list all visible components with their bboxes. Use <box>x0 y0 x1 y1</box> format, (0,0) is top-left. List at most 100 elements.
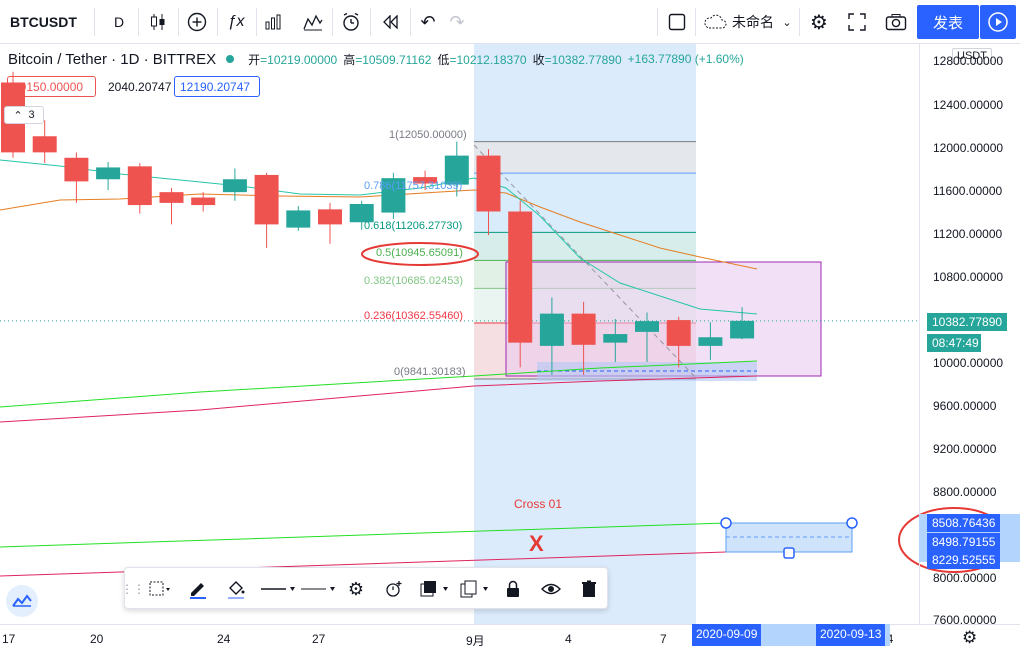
time-tick: 24 <box>217 632 231 646</box>
candle <box>508 211 533 343</box>
price-tick: 12400.00000 <box>933 98 1004 112</box>
candle <box>381 178 406 213</box>
candle <box>127 166 152 206</box>
cloud-icon <box>702 0 728 44</box>
candle <box>413 177 438 184</box>
currency-badge[interactable]: USDT <box>952 48 992 64</box>
top-toolbar: BTCUSDT D ƒx ↶ ↷ <box>0 0 1020 44</box>
fib-label: 1(12050.00000) <box>389 129 467 141</box>
toolbar-divider <box>370 8 371 36</box>
chevron-down-icon[interactable]: ⌄ <box>782 16 792 29</box>
price-tick: 8000.00000 <box>933 571 997 585</box>
fullscreen-icon[interactable] <box>842 0 872 44</box>
date-tag: 2020-09-13 <box>816 624 886 646</box>
time-axis[interactable] <box>0 624 1020 658</box>
fib-label: 0.786(11757.31039) <box>364 180 463 192</box>
indicators-icon[interactable]: ƒx <box>227 13 245 30</box>
drag-handle-icon <box>783 547 795 559</box>
replay-icon[interactable] <box>376 0 406 44</box>
axis-settings-icon[interactable]: ⚙ <box>962 628 978 647</box>
time-tick: 17 <box>2 632 16 646</box>
fib-label: 0.618(11206.27730) <box>364 220 463 232</box>
price-axis[interactable] <box>919 44 1020 624</box>
fib-zone <box>474 141 696 174</box>
price-range-box <box>537 362 757 381</box>
candle <box>64 157 89 182</box>
drawing-toolbar: ⋮⋮ ⚙ <box>121 567 608 610</box>
price-tick: 10800.00000 <box>933 270 1004 284</box>
camera-icon[interactable] <box>880 0 912 44</box>
candle <box>222 179 247 193</box>
toolbar-divider <box>138 8 139 36</box>
undo-icon[interactable]: ↶ <box>420 11 436 32</box>
alert-clock-icon[interactable] <box>336 0 366 44</box>
time-tick: 4 <box>565 632 572 646</box>
drag-handle-icon[interactable]: ⋮⋮ <box>121 582 145 596</box>
price-tick: 9200.00000 <box>933 442 997 456</box>
last-price-tag: 10382.77890 <box>927 313 1008 331</box>
fib-label: 0.236(10362.55460) <box>364 310 464 322</box>
templates-icon[interactable] <box>298 0 328 44</box>
chevron-up-icon: ⌃ <box>13 109 23 122</box>
lock-icon[interactable] <box>498 568 528 610</box>
countdown-tag: 08:47:49 <box>927 334 981 352</box>
collapsed-count: 3 <box>28 109 35 121</box>
price-tick: 7600.00000 <box>933 613 997 627</box>
open-value: =10219.00000 <box>260 52 338 67</box>
toolbar-divider <box>799 8 800 36</box>
candle <box>159 192 184 203</box>
price-tick: 10000.00000 <box>933 356 1004 370</box>
price-tick: 12000.00000 <box>933 141 1004 155</box>
pencil-icon[interactable] <box>183 568 213 610</box>
price-tick: 8800.00000 <box>933 485 997 499</box>
line-width-icon[interactable] <box>299 568 337 610</box>
settings-gear-icon[interactable]: ⚙ <box>810 11 828 34</box>
fib-label: 0(9841.30183) <box>394 366 466 378</box>
legend-collapse-button[interactable]: ⌃ 3 <box>4 106 44 124</box>
candle <box>286 210 311 228</box>
candle <box>571 313 596 345</box>
toolbar-divider <box>332 8 333 36</box>
low-value: =10212.18370 <box>449 52 527 67</box>
toolbar-divider <box>217 8 218 36</box>
candles-icon[interactable] <box>143 0 173 44</box>
line-style-icon[interactable] <box>259 568 297 610</box>
toolbar-divider <box>695 8 696 36</box>
trash-icon[interactable] <box>574 568 604 610</box>
interval-button[interactable]: D <box>113 14 125 30</box>
publish-button[interactable]: 发表 <box>917 5 979 39</box>
indicator-value-box[interactable]: 10150.00000 <box>7 76 96 97</box>
tradingview-logo-icon[interactable] <box>6 585 38 617</box>
fullscreen-box-icon[interactable] <box>664 0 690 44</box>
layout-name[interactable]: 未命名 <box>732 14 774 30</box>
candle <box>318 209 342 225</box>
visibility-eye-icon[interactable] <box>536 568 566 610</box>
paint-bucket-icon[interactable] <box>221 568 251 610</box>
add-compare-icon[interactable] <box>182 0 212 44</box>
price-chart[interactable] <box>0 44 1020 658</box>
layers-icon[interactable] <box>417 568 455 610</box>
time-tick: 9月 <box>466 634 485 648</box>
select-area-icon[interactable] <box>143 568 177 610</box>
ohlc-low: 低=10212.18370 <box>437 51 526 68</box>
legend-title: Bitcoin / Tether · 1D · BITTREX <box>8 50 217 68</box>
candle <box>539 313 564 346</box>
financials-icon[interactable] <box>258 0 288 44</box>
drag-handle-icon <box>720 517 732 529</box>
play-icon[interactable] <box>980 5 1016 39</box>
highlight-ellipse <box>361 242 479 266</box>
candle <box>603 334 628 343</box>
cross-line <box>0 522 727 548</box>
alert-add-icon[interactable] <box>379 568 409 610</box>
settings-gear-icon[interactable]: ⚙ <box>347 578 365 599</box>
ohlc-high: 高=10509.71162 <box>343 51 431 68</box>
candle <box>96 167 121 180</box>
symbol-search[interactable]: BTCUSDT <box>10 14 77 30</box>
toolbar-divider <box>657 8 658 36</box>
clone-icon[interactable] <box>457 568 495 610</box>
redo-icon[interactable]: ↷ <box>449 11 465 32</box>
range-price-tag: 8498.79155 <box>927 533 1001 551</box>
indicator-value-box[interactable]: 12190.20747 <box>174 76 260 97</box>
price-tick: 11600.00000 <box>933 184 1003 198</box>
